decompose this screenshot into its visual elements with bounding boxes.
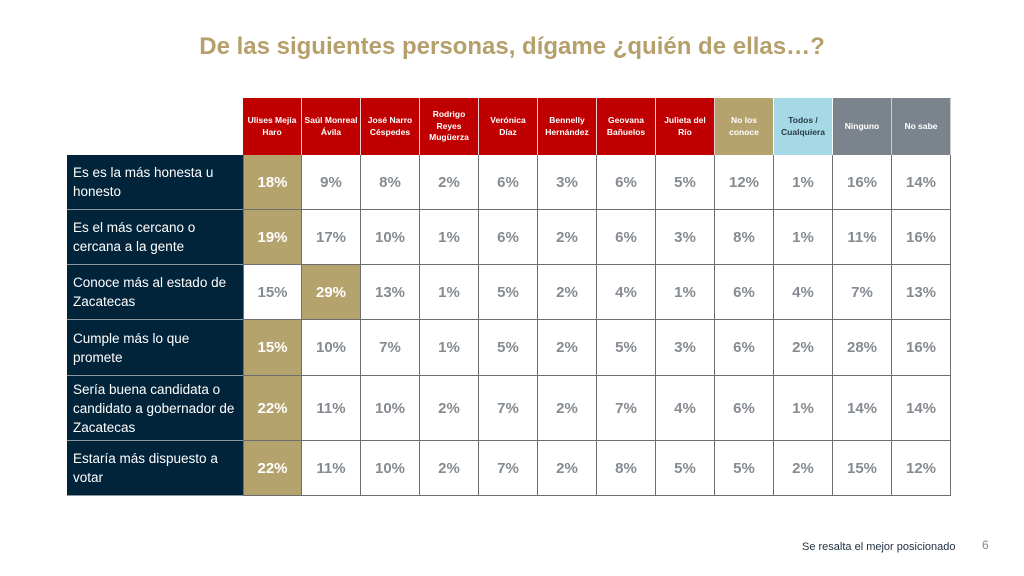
table-cell: 1% — [774, 376, 833, 441]
column-header: Verónica Díaz — [479, 98, 538, 155]
table-cell: 2% — [774, 441, 833, 496]
table-cell: 1% — [774, 155, 833, 210]
table-cell: 4% — [656, 376, 715, 441]
table-cell: 4% — [774, 265, 833, 320]
table-cell: 12% — [892, 441, 951, 496]
table-cell: 2% — [774, 320, 833, 376]
row-label: Es es la más honesta u honesto — [67, 155, 243, 210]
table-cell: 6% — [715, 265, 774, 320]
table-cell: 16% — [833, 155, 892, 210]
table-cell: 16% — [892, 320, 951, 376]
column-header: José Narro Céspedes — [361, 98, 420, 155]
table-cell: 17% — [302, 210, 361, 265]
column-header: Geovana Bañuelos — [597, 98, 656, 155]
table-cell: 4% — [597, 265, 656, 320]
table-cell: 10% — [361, 210, 420, 265]
table-cell: 8% — [715, 210, 774, 265]
column-header: Todos / Cualquiera — [774, 98, 833, 155]
table-cell: 7% — [833, 265, 892, 320]
table-cell: 7% — [479, 441, 538, 496]
table-cell: 2% — [420, 155, 479, 210]
table-cell: 1% — [420, 265, 479, 320]
row-label: Sería buena candidata o candidato a gobe… — [67, 376, 243, 441]
table-cell: 14% — [892, 376, 951, 441]
table-cell: 1% — [656, 265, 715, 320]
table-cell: 14% — [833, 376, 892, 441]
highlighted-cell: 18% — [243, 155, 302, 210]
table-cell: 16% — [892, 210, 951, 265]
table-cell: 11% — [833, 210, 892, 265]
table-cell: 5% — [715, 441, 774, 496]
table-cell: 13% — [892, 265, 951, 320]
table-cell: 2% — [538, 210, 597, 265]
highlighted-cell: 22% — [243, 376, 302, 441]
survey-table: Ulises Mejía Haro Saúl Monreal Ávila José … — [67, 98, 951, 496]
highlighted-cell: 29% — [302, 265, 361, 320]
table-cell: 8% — [597, 441, 656, 496]
table-cell: 15% — [243, 265, 302, 320]
table-cell: 12% — [715, 155, 774, 210]
table-cell: 2% — [420, 441, 479, 496]
table-cell: 1% — [420, 320, 479, 376]
table-cell: 3% — [656, 320, 715, 376]
table-cell: 6% — [597, 210, 656, 265]
table-cell: 5% — [479, 265, 538, 320]
table-cell: 10% — [361, 441, 420, 496]
table-cell: 10% — [361, 376, 420, 441]
table-cell: 14% — [892, 155, 951, 210]
table-cell: 2% — [538, 441, 597, 496]
table-cell: 1% — [774, 210, 833, 265]
column-header: Ninguno — [833, 98, 892, 155]
table-cell: 6% — [715, 320, 774, 376]
table-corner — [67, 98, 243, 155]
footer-note: Se resalta el mejor posicionado — [802, 541, 956, 553]
highlighted-cell: 15% — [243, 320, 302, 376]
table-cell: 1% — [420, 210, 479, 265]
column-header: No los conoce — [715, 98, 774, 155]
table-cell: 3% — [538, 155, 597, 210]
column-header: Bennelly Hernández — [538, 98, 597, 155]
column-header: Saúl Monreal Ávila — [302, 98, 361, 155]
table-cell: 7% — [361, 320, 420, 376]
table-cell: 13% — [361, 265, 420, 320]
table-cell: 11% — [302, 376, 361, 441]
table-cell: 5% — [656, 441, 715, 496]
column-header: Julieta del Río — [656, 98, 715, 155]
table-cell: 6% — [715, 376, 774, 441]
table-cell: 28% — [833, 320, 892, 376]
row-label: Estaría más dispuesto a votar — [67, 441, 243, 496]
table-cell: 3% — [656, 210, 715, 265]
highlighted-cell: 19% — [243, 210, 302, 265]
page-number: 6 — [982, 538, 989, 552]
table-cell: 7% — [597, 376, 656, 441]
table-cell: 7% — [479, 376, 538, 441]
table-cell: 2% — [538, 320, 597, 376]
table-cell: 10% — [302, 320, 361, 376]
table-cell: 9% — [302, 155, 361, 210]
table-cell: 6% — [479, 155, 538, 210]
table-cell: 15% — [833, 441, 892, 496]
table-cell: 5% — [656, 155, 715, 210]
column-header: No sabe — [892, 98, 951, 155]
table-cell: 5% — [479, 320, 538, 376]
column-header: Ulises Mejía Haro — [243, 98, 302, 155]
row-label: Es el más cercano o cercana a la gente — [67, 210, 243, 265]
table-cell: 2% — [420, 376, 479, 441]
table-cell: 6% — [597, 155, 656, 210]
column-header: Rodrigo Reyes Mugüerza — [420, 98, 479, 155]
row-label: Conoce más al estado de Zacatecas — [67, 265, 243, 320]
table-cell: 11% — [302, 441, 361, 496]
row-label: Cumple más lo que promete — [67, 320, 243, 376]
slide-title: De las siguientes personas, dígame ¿quié… — [199, 33, 825, 60]
table-cell: 5% — [597, 320, 656, 376]
table-cell: 2% — [538, 376, 597, 441]
table-cell: 8% — [361, 155, 420, 210]
table-cell: 6% — [479, 210, 538, 265]
table-cell: 2% — [538, 265, 597, 320]
highlighted-cell: 22% — [243, 441, 302, 496]
